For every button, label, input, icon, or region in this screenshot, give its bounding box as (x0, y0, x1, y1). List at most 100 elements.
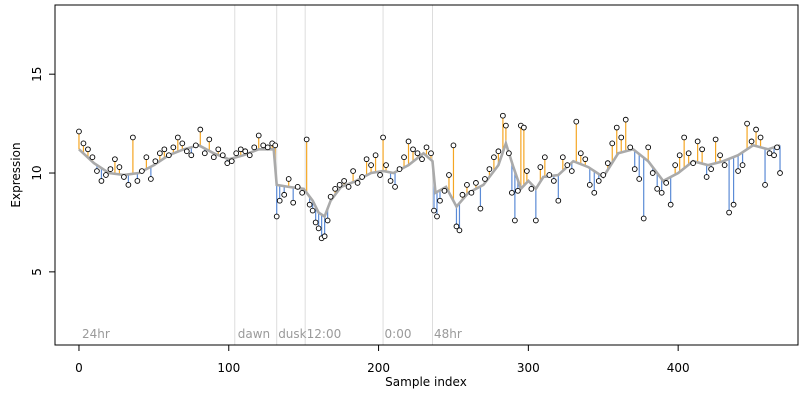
data-point (272, 142, 279, 149)
data-point (372, 152, 379, 159)
data-point (419, 156, 425, 163)
data-point (757, 134, 764, 141)
data-point (654, 185, 661, 192)
data-point (215, 146, 222, 153)
x-tick-label: 200 (367, 361, 390, 375)
data-point (332, 185, 338, 192)
data-point (157, 150, 163, 157)
data-point (139, 168, 145, 174)
data-point (503, 122, 509, 129)
data-point (228, 158, 235, 165)
data-point (491, 154, 497, 161)
data-point (174, 134, 181, 141)
data-point (179, 140, 186, 147)
data-point (586, 182, 593, 188)
data-point (387, 178, 394, 184)
data-point (306, 201, 313, 208)
data-point (555, 197, 562, 204)
data-point (201, 150, 208, 157)
data-point (694, 138, 701, 145)
data-point (315, 225, 322, 232)
data-point (89, 154, 96, 161)
data-point (771, 152, 777, 159)
data-point (582, 156, 589, 163)
data-point (294, 184, 301, 190)
data-point (224, 160, 231, 166)
data-point (777, 170, 783, 176)
data-point (98, 178, 105, 184)
data-point (573, 118, 580, 125)
x-axis-title: Sample index (385, 375, 467, 389)
data-point (703, 174, 710, 180)
data-point (717, 152, 723, 159)
data-point (143, 154, 150, 161)
data-point (676, 152, 683, 159)
data-point (260, 142, 267, 149)
time-annotation: 0:00 (385, 327, 412, 341)
data-point (482, 176, 488, 182)
data-point (107, 166, 114, 172)
data-point (276, 197, 283, 204)
data-point (541, 154, 548, 161)
data-point (726, 209, 732, 216)
data-point (459, 191, 466, 198)
data-point (631, 166, 638, 172)
data-point (112, 156, 118, 163)
data-point (165, 152, 172, 159)
data-point (354, 180, 361, 186)
y-tick-label: 5 (30, 268, 44, 276)
data-point (512, 217, 518, 224)
data-point (273, 213, 280, 220)
data-point (285, 176, 292, 182)
data-point (550, 178, 557, 184)
time-annotations: 24hr dawn dusk 12:00 0:00 48hr (82, 327, 462, 341)
x-axis: 0 100 200 300 400 (75, 344, 690, 375)
residual-stems (78, 115, 781, 239)
data-point (76, 128, 82, 135)
data-point (309, 207, 316, 214)
data-point (85, 146, 91, 153)
data-point (210, 154, 217, 161)
data-point (428, 150, 434, 157)
data-point (299, 189, 306, 196)
data-point (604, 160, 611, 166)
data-point (640, 215, 647, 222)
data-point (649, 170, 656, 176)
data-point (188, 152, 195, 159)
data-point (739, 162, 746, 168)
data-point (423, 144, 430, 151)
data-point (336, 182, 343, 188)
data-point (363, 156, 370, 163)
data-point (377, 172, 383, 178)
data-point (368, 162, 374, 168)
data-point (324, 217, 331, 224)
data-point (667, 201, 674, 208)
data-point (116, 164, 123, 170)
data-point (281, 191, 288, 198)
data-point (396, 166, 403, 172)
data-point (237, 146, 244, 153)
y-axis-title: Expression (9, 142, 23, 207)
data-point (401, 154, 407, 161)
data-point (242, 148, 249, 155)
data-point (441, 187, 448, 194)
x-tick-label: 0 (75, 361, 83, 375)
x-tick-label: 100 (217, 361, 240, 375)
data-point (380, 134, 386, 141)
data-points (76, 112, 783, 242)
data-point (233, 150, 240, 157)
plot-frame (54, 4, 799, 346)
data-point (559, 154, 566, 161)
data-point (148, 176, 154, 182)
data-point (672, 162, 679, 168)
data-point (627, 144, 634, 151)
data-point (345, 184, 352, 190)
data-point (509, 189, 515, 196)
y-tick-label: 10 (30, 165, 44, 180)
data-point (392, 184, 398, 190)
data-point (327, 193, 334, 200)
data-point (414, 150, 421, 157)
data-point (312, 219, 319, 226)
data-point (453, 223, 460, 230)
data-point (341, 178, 347, 184)
